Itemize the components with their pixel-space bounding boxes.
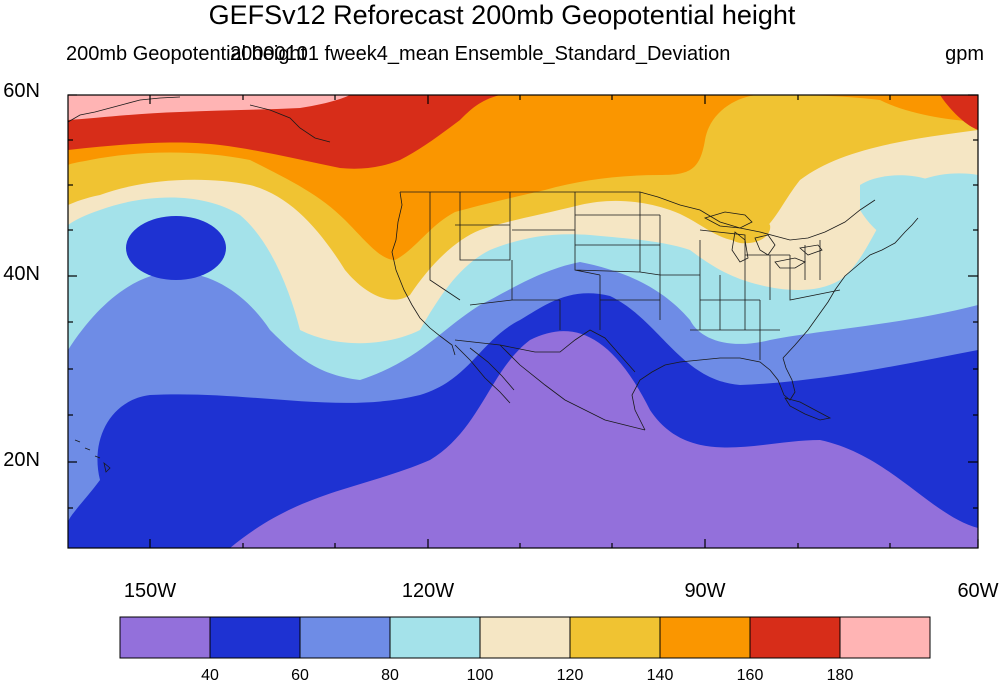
colorbar-swatch: [209, 616, 301, 659]
hawaii-islands: [74, 439, 111, 473]
colorbar-label: 100: [466, 667, 494, 684]
contour-120-140-great-lakes: [719, 211, 771, 244]
lon-label-150w: 150W: [123, 580, 177, 602]
colorbar-label: 40: [201, 667, 219, 684]
mexico-west-coastline: [499, 344, 646, 431]
us-west-coastline: [391, 191, 456, 356]
mexico-border: [454, 329, 636, 373]
axis-ticks: [68, 94, 979, 548]
gulf-coastline: [631, 357, 796, 431]
colorbar-swatch: [749, 616, 841, 659]
colorbar-swatch: [839, 616, 931, 659]
lat-label-20n: 20N: [3, 449, 40, 471]
contour-160-180-northeast: [940, 95, 978, 130]
colorbar-label: 160: [736, 667, 764, 684]
contour-160-180-northwest: [68, 95, 500, 169]
lon-label-60w: 60W: [957, 580, 999, 602]
colorbar-swatch: [479, 616, 571, 659]
alaska-coastline: [68, 96, 331, 143]
colorbar-swatch: [299, 616, 391, 659]
colorbar-swatch: [119, 616, 211, 659]
lat-label-40n: 40N: [3, 263, 40, 285]
colorbar-swatch: [569, 616, 661, 659]
us-state-lines: [429, 192, 841, 360]
atlantic-coastline: [782, 217, 919, 359]
colorbar-label: 80: [381, 667, 399, 684]
contour-fill-field: [68, 95, 978, 548]
geographic-boundaries: [68, 96, 919, 473]
lon-label-120w: 120W: [401, 580, 455, 602]
contour-gt180: [68, 95, 350, 120]
colorbar-label: 140: [646, 667, 674, 684]
colorbar-label: 180: [826, 667, 854, 684]
center-subtitle: 20000101 fweek4_mean Ensemble_Standard_D…: [230, 43, 731, 65]
left-subtitle: 200mb Geopotential height: [66, 43, 307, 65]
units-label: gpm: [945, 43, 984, 65]
map-title: GEFSv12 Reforecast 200mb Geopotential he…: [208, 0, 796, 30]
colorbar-swatch: [659, 616, 751, 659]
lon-label-90w: 90W: [684, 580, 726, 602]
colorbar-swatch: [389, 616, 481, 659]
great-lakes-outline: [703, 211, 823, 269]
contour-80-100-new-england: [860, 175, 946, 255]
lat-label-60n: 60N: [3, 80, 40, 102]
baja-coastline: [454, 344, 515, 404]
colorbar-label: 60: [291, 667, 309, 684]
cuba-island: [784, 397, 832, 421]
colorbar-label: 120: [556, 667, 584, 684]
canada-border: [400, 191, 876, 241]
contour-closed-low-40-60: [126, 216, 226, 280]
colorbar: [119, 616, 931, 659]
